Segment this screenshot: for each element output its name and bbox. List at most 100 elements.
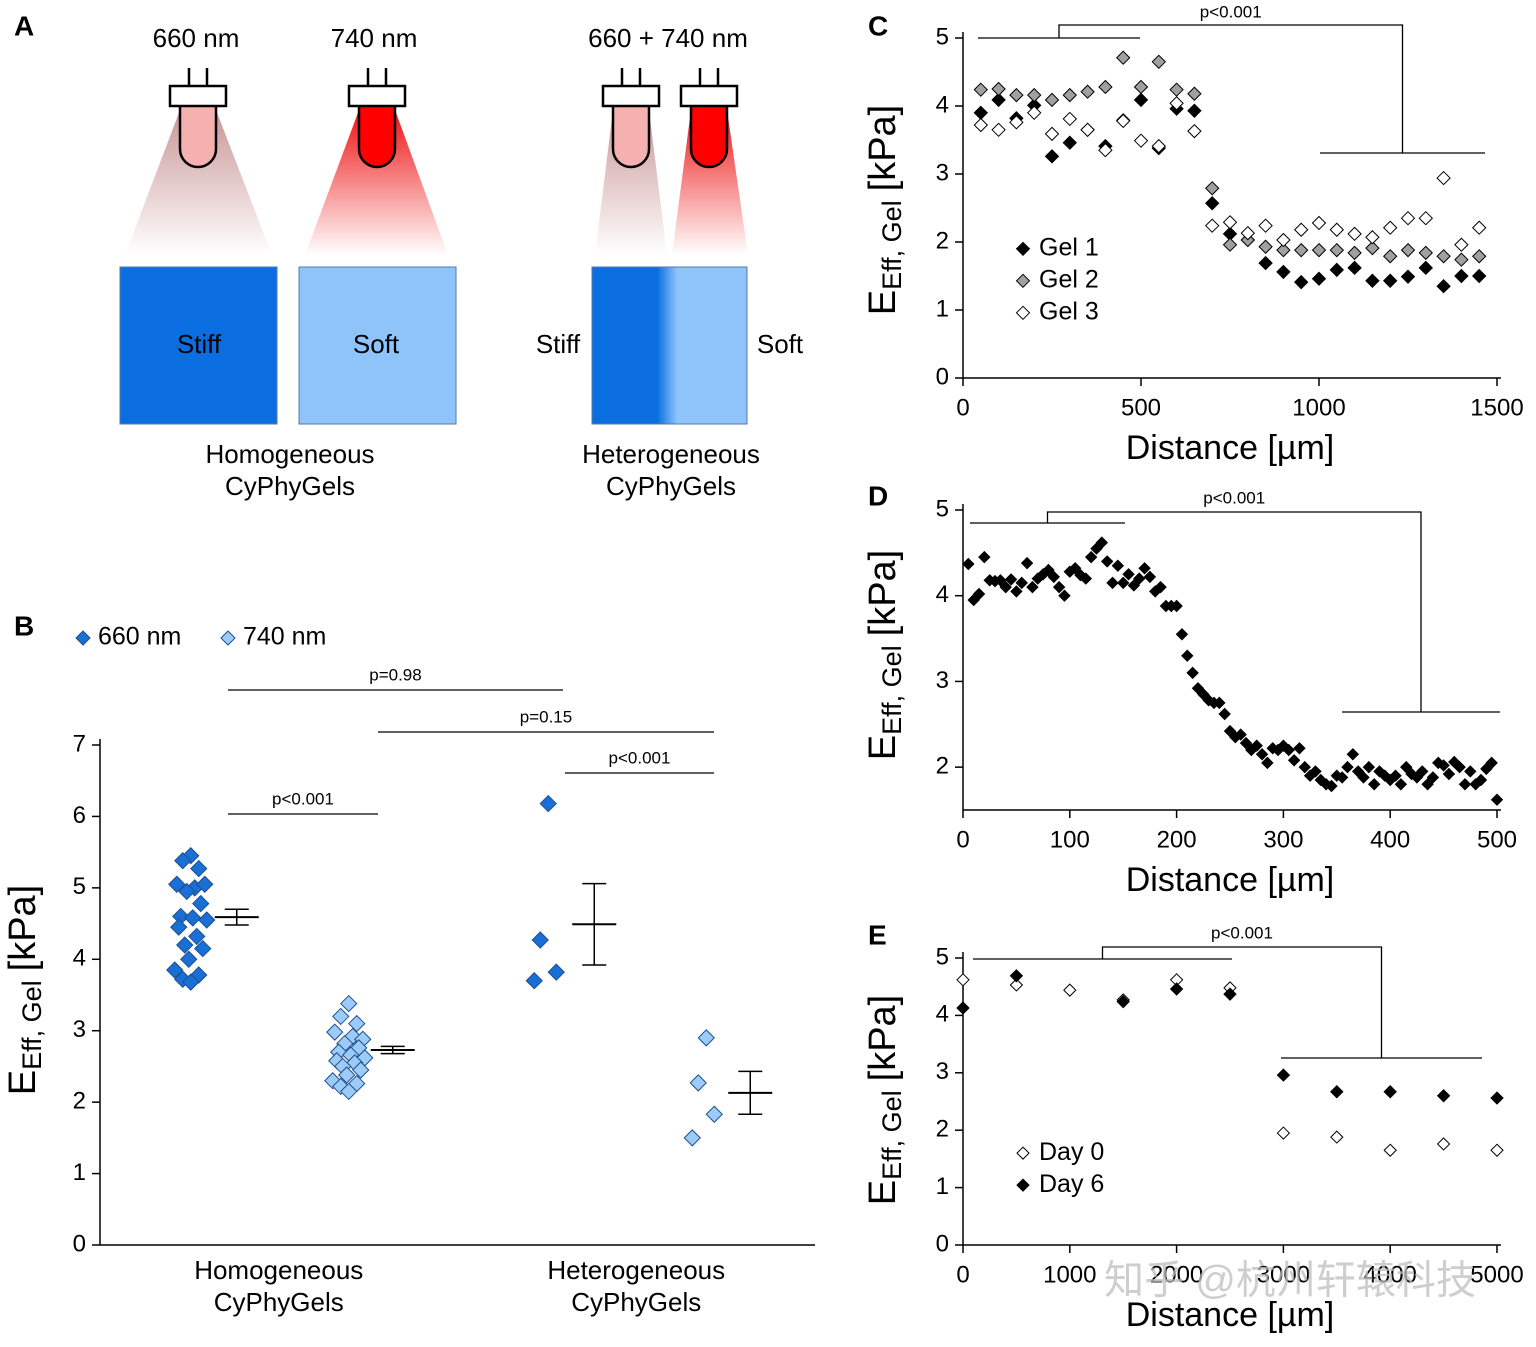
data-point [1383, 1085, 1397, 1099]
y-title-sub: Eff, Gel [877, 645, 907, 735]
data-point [188, 927, 206, 946]
x-tick-label: 0 [956, 826, 969, 853]
annotation: p=0.98 [369, 665, 421, 684]
data-point [196, 875, 214, 893]
data-point [1365, 240, 1380, 256]
y-title-unit: [kPa] [862, 105, 904, 192]
y-title-sub: Eff, Gel [877, 1090, 907, 1180]
data-point [1079, 572, 1093, 585]
legend-marker [1016, 1178, 1030, 1192]
data-point [1293, 274, 1309, 290]
annotation: p<0.001 [1203, 488, 1265, 507]
data-point [1098, 142, 1113, 158]
x-tick-label: 100 [1050, 826, 1090, 853]
data-point [1062, 87, 1078, 103]
panel-label: D [868, 480, 888, 511]
lamps [125, 68, 748, 255]
data-point [1329, 242, 1345, 258]
data-point [1015, 576, 1028, 590]
data-point [1004, 573, 1018, 586]
data-point [1181, 649, 1194, 662]
data-point [1143, 570, 1157, 584]
error-bar [224, 908, 249, 926]
data-point [1293, 242, 1309, 258]
data-point [1394, 778, 1408, 791]
data-point [332, 1077, 350, 1096]
x-tick-label: 0 [956, 1261, 969, 1288]
data-point [1052, 580, 1066, 594]
error-bar [582, 882, 607, 966]
data-point [1154, 580, 1167, 594]
data-point [1276, 1068, 1291, 1082]
data-point [978, 550, 991, 564]
data-point [1442, 767, 1456, 781]
data-point [1490, 1091, 1504, 1105]
legend-label: Gel 1 [1039, 233, 1099, 261]
data-point [1382, 273, 1398, 288]
data-point [1436, 278, 1451, 294]
data-point [1309, 765, 1322, 778]
data-point [178, 882, 196, 901]
data-point [1133, 92, 1149, 108]
data-point [1063, 983, 1077, 997]
annotation: p<0.001 [272, 789, 334, 808]
data-point [1204, 218, 1220, 233]
data-point [1258, 239, 1273, 254]
light-cone [305, 110, 448, 255]
data-point [1169, 96, 1184, 111]
data-point [1416, 765, 1429, 778]
data-point [1436, 1089, 1451, 1103]
data-point [1490, 1143, 1504, 1157]
data-point [1400, 269, 1416, 284]
data-point [1357, 771, 1370, 784]
data-point [1010, 585, 1023, 598]
legend-marker [1016, 1146, 1030, 1160]
caption: CyPhyGels [606, 471, 736, 501]
data-point [697, 1029, 715, 1047]
data-point [168, 875, 186, 893]
data-point [1471, 220, 1487, 235]
y-tick-label: 1 [73, 1159, 86, 1186]
data-point [1250, 739, 1263, 752]
y-tick-label: 3 [936, 1058, 949, 1085]
annotation: p=0.15 [520, 707, 572, 726]
data-point [1009, 87, 1024, 103]
legend-marker [1015, 305, 1031, 321]
x-tick-label: 5000 [1470, 1261, 1523, 1288]
y-tick-label: 0 [936, 363, 949, 390]
lamp-label: 660 nm [153, 23, 240, 53]
data-point [1293, 742, 1306, 755]
data-point [1240, 225, 1256, 241]
legend-marker [220, 630, 236, 646]
data-point [1222, 237, 1238, 252]
data-point [1187, 86, 1202, 101]
data-point [1400, 242, 1416, 258]
y-axis-title: EEff, Gel [kPa] [862, 105, 907, 316]
data-point [1426, 771, 1440, 784]
data-point [547, 963, 565, 981]
data-point [1133, 79, 1149, 95]
data-point [1335, 771, 1349, 784]
data-point [1186, 666, 1199, 680]
y-tick-label: 1 [936, 1173, 949, 1200]
y-title-main: E [862, 290, 904, 315]
y-title-sub: Eff, Gel [17, 980, 47, 1070]
data-point [184, 909, 202, 927]
data-point [1389, 769, 1402, 782]
x-axis-title: Distance [µm] [1126, 861, 1335, 899]
data-point [1474, 773, 1488, 787]
significance-bracket [970, 511, 1500, 713]
data-point [1400, 210, 1416, 226]
data-point [1133, 133, 1149, 148]
data-point [1111, 559, 1125, 572]
y-axis-title: EEff, Gel [kPa] [862, 550, 907, 761]
data-point [1293, 222, 1309, 237]
data-point [1373, 765, 1386, 778]
x-tick-label: 0 [956, 394, 969, 421]
data-point [1276, 264, 1291, 280]
data-point [1204, 196, 1220, 211]
y-tick-label: 1 [936, 295, 949, 322]
y-axis-title: EEff, Gel [kPa] [2, 885, 47, 1096]
data-point [192, 894, 210, 913]
data-point [352, 1061, 370, 1079]
